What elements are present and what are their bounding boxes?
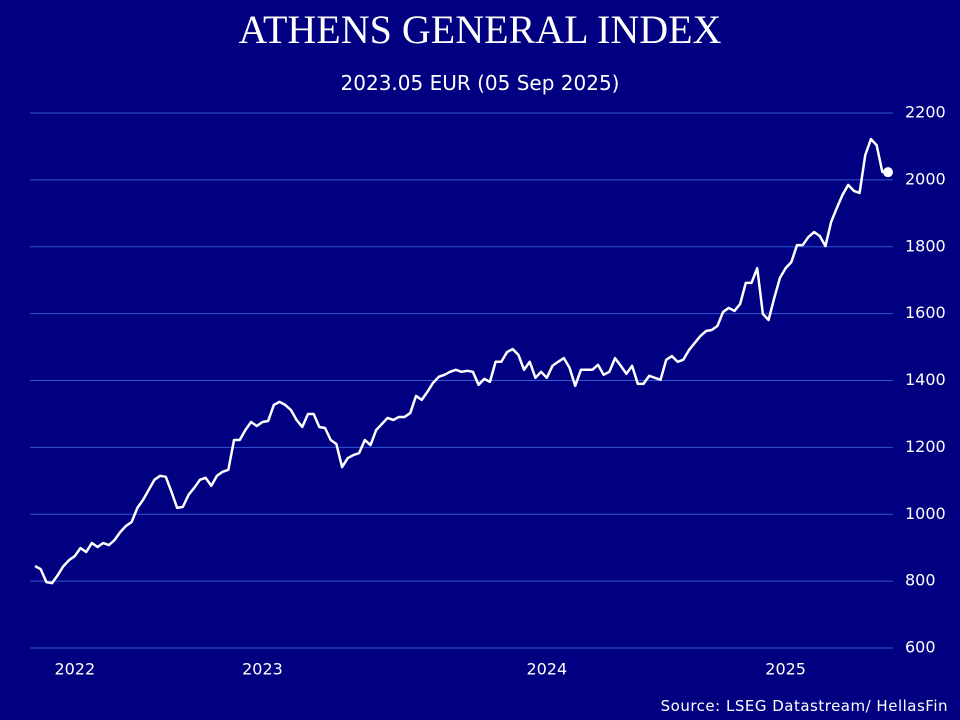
x-tick-label: 2022 [54, 660, 95, 679]
x-tick-label: 2024 [526, 660, 567, 679]
y-tick-label: 2000 [905, 169, 946, 188]
x-tick-label: 2025 [765, 660, 806, 679]
data-line [34, 137, 889, 585]
chart-title: ATHENS GENERAL INDEX [239, 7, 722, 52]
y-tick-label: 2200 [905, 103, 946, 122]
chart-subtitle: 2023.05 EUR (05 Sep 2025) [341, 71, 620, 95]
y-tick-label: 1400 [905, 370, 946, 389]
y-tick-label: 1000 [905, 504, 946, 523]
y-tick-label: 800 [905, 571, 936, 590]
y-tick-label: 1800 [905, 236, 946, 255]
y-tick-label: 1200 [905, 437, 946, 456]
y-tick-label: 600 [905, 638, 936, 657]
x-tick-label: 2023 [242, 660, 283, 679]
y-tick-label: 1600 [905, 303, 946, 322]
source-note: Source: LSEG Datastream/ HellasFin [661, 697, 948, 715]
end-marker [883, 167, 893, 178]
